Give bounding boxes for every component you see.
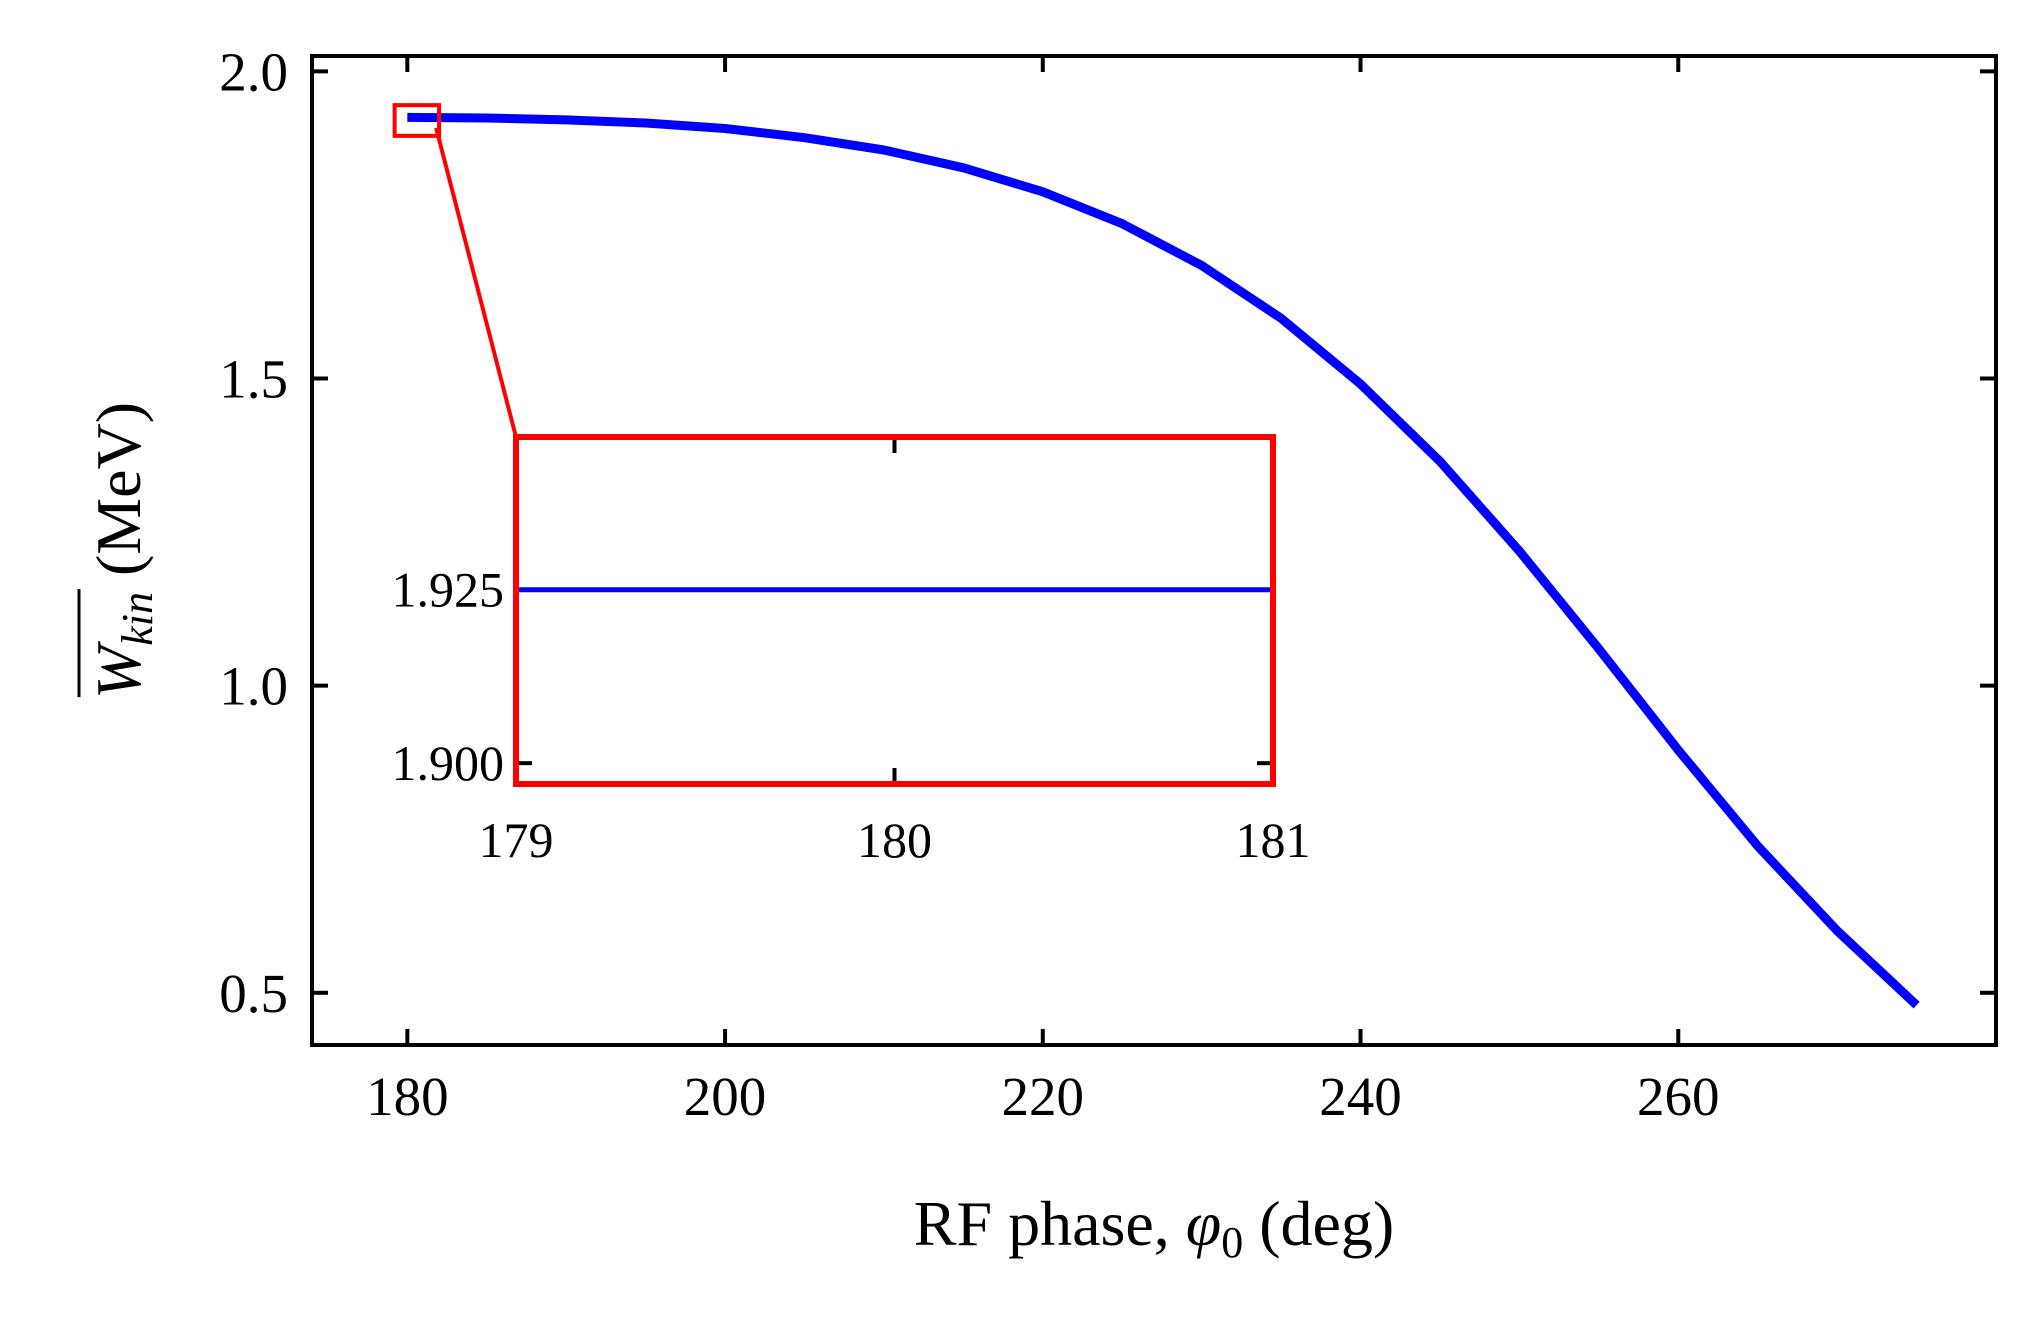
inset-y-tick-label: 1.900 xyxy=(392,735,505,791)
x-tick-label: 220 xyxy=(1002,1066,1085,1127)
zoom-connector-line xyxy=(434,127,518,438)
inset-ticks: 179 180 181 1.900 1.925 xyxy=(392,437,1311,868)
x-tick-label: 200 xyxy=(684,1066,767,1127)
inset-y-tick-label: 1.925 xyxy=(392,562,505,618)
x-tick-label: 180 xyxy=(366,1066,449,1127)
zoom-indicator-box xyxy=(392,103,442,138)
inset-frame xyxy=(513,434,1276,787)
y-tick-label: 0.5 xyxy=(219,963,288,1024)
inset-x-tick-label: 180 xyxy=(857,812,932,868)
svg-text:Wkin (MeV): Wkin (MeV) xyxy=(83,402,162,699)
x-axis-title: RF phase, φ0 (deg) xyxy=(914,1188,1394,1267)
x-tick-label: 260 xyxy=(1637,1066,1720,1127)
y-tick-label: 1.0 xyxy=(219,656,288,717)
axis-ticks: 180 200 220 240 260 0.5 1.0 1.5 2.0 xyxy=(219,41,1996,1127)
x-tick-label: 240 xyxy=(1319,1066,1402,1127)
inset-x-tick-label: 181 xyxy=(1236,812,1311,868)
y-axis-title: Wkin (MeV) xyxy=(77,402,162,699)
plot-frame xyxy=(310,54,1998,1047)
inset-x-tick-label: 179 xyxy=(479,812,554,868)
y-tick-label: 2.0 xyxy=(219,41,288,102)
y-tick-label: 1.5 xyxy=(219,349,288,410)
series-line-wkin xyxy=(407,112,1920,1009)
